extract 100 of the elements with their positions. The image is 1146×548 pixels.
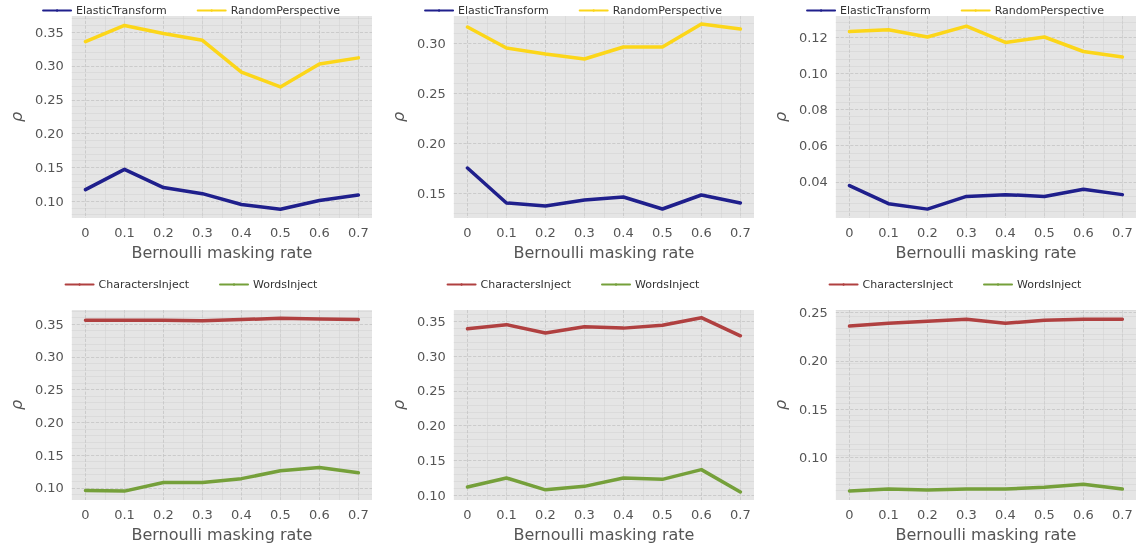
line-series [847,24,1125,59]
line-series [847,183,1125,211]
x-axis-title: Bernoulli masking rate [131,524,313,544]
x-tick-label: 0.6 [1073,507,1094,522]
x-tick-label: 0.4 [613,507,634,522]
y-tick-label: 0.15 [34,159,64,175]
line-series [465,315,743,338]
y-axis-title: ρ [770,399,790,411]
y-tick-label: 0.35 [34,316,64,332]
y-tick-label: 0.30 [34,58,64,74]
y-axis-title: ρ [6,111,26,123]
x-tick-label: 0 [463,507,472,522]
y-tick-label: 0.15 [798,401,828,417]
x-tick-label: 0.1 [114,225,135,240]
x-tick-label: 0.4 [995,225,1016,240]
y-tick-label: 0.10 [34,193,64,209]
line-series [847,482,1125,493]
x-tick-label: 0.2 [917,507,938,522]
x-tick-label: 0.3 [574,225,595,240]
y-tick-label: 0.25 [416,85,446,101]
legend-label: RandomPerspective [230,4,341,17]
x-tick-label: 0.5 [270,225,291,240]
y-tick-label: 0.35 [416,313,446,329]
y-tick-label: 0.10 [798,449,828,465]
x-axis-title: Bernoulli masking rate [895,242,1077,262]
x-tick-label: 0.6 [309,507,330,522]
y-tick-label: 0.06 [798,138,828,154]
x-tick-label: 0.7 [1112,507,1133,522]
x-tick-label: 0.3 [956,507,977,522]
y-tick-label: 0.25 [34,92,64,108]
x-tick-label: 0.1 [496,507,517,522]
x-tick-label: 0.7 [348,507,369,522]
line-series [465,22,743,61]
x-tick-label: 0.6 [309,225,330,240]
y-tick-label: 0.20 [416,418,446,434]
legend-label: RandomPerspective [612,4,723,17]
x-tick-label: 0 [463,225,472,240]
x-tick-label: 0.6 [691,507,712,522]
x-tick-label: 0.3 [192,507,213,522]
y-axis-title: ρ [770,111,790,123]
x-tick-label: 0.4 [231,507,252,522]
x-tick-label: 0.1 [496,225,517,240]
x-axis-title: Bernoulli masking rate [513,524,695,544]
x-tick-label: 0.4 [231,225,252,240]
y-tick-label: 0.30 [416,35,446,51]
y-tick-label: 0.04 [798,174,828,190]
y-tick-label: 0.12 [798,29,828,45]
x-tick-label: 0.5 [1034,507,1055,522]
x-tick-label: 0 [81,507,90,522]
y-tick-label: 0.30 [416,348,446,364]
legend-label: CharactersInject [480,278,572,291]
y-tick-label: 0.30 [34,349,64,365]
y-tick-label: 0.08 [798,101,828,117]
y-axis-title: ρ [388,111,408,123]
x-tick-label: 0.5 [1034,225,1055,240]
x-tick-label: 0.7 [730,507,751,522]
x-tick-label: 0 [845,225,854,240]
x-tick-label: 0.1 [114,507,135,522]
x-tick-label: 0 [845,507,854,522]
legend-label: ElasticTransform [840,4,931,17]
y-tick-label: 0.25 [34,382,64,398]
x-tick-label: 0.2 [535,507,556,522]
y-tick-label: 0.25 [416,383,446,399]
legend-label: WordsInject [253,278,319,291]
y-tick-label: 0.20 [416,135,446,151]
x-tick-label: 0.5 [652,507,673,522]
x-tick-label: 0.4 [613,225,634,240]
y-tick-label: 0.25 [798,305,828,321]
legend-label: CharactersInject [98,278,190,291]
x-tick-label: 0.2 [153,507,174,522]
y-tick-label: 0.20 [34,126,64,142]
legend-label: WordsInject [635,278,701,291]
legend-label: ElasticTransform [458,4,549,17]
x-axis-title: Bernoulli masking rate [895,524,1077,544]
x-tick-label: 0.7 [730,225,751,240]
y-axis-title: ρ [388,399,408,411]
x-tick-label: 0.5 [270,507,291,522]
x-tick-label: 0.6 [691,225,712,240]
x-tick-label: 0.1 [878,507,899,522]
line-series [83,23,361,89]
x-tick-label: 0.7 [1112,225,1133,240]
y-tick-label: 0.15 [34,447,64,463]
legend-label: WordsInject [1017,278,1083,291]
y-tick-label: 0.10 [416,487,446,503]
legend-label: RandomPerspective [994,4,1105,17]
legend-label: ElasticTransform [76,4,167,17]
x-tick-label: 0.5 [652,225,673,240]
y-tick-label: 0.35 [34,24,64,40]
x-tick-label: 0.2 [917,225,938,240]
y-axis-title: ρ [6,399,26,411]
x-tick-label: 0.1 [878,225,899,240]
line-series [465,467,743,494]
legend-label: CharactersInject [862,278,954,291]
line-series [83,465,361,493]
y-tick-label: 0.10 [34,480,64,496]
y-tick-label: 0.20 [34,414,64,430]
line-series [83,167,361,211]
line-series [465,166,743,211]
x-tick-label: 0 [81,225,90,240]
line-series [847,317,1125,328]
